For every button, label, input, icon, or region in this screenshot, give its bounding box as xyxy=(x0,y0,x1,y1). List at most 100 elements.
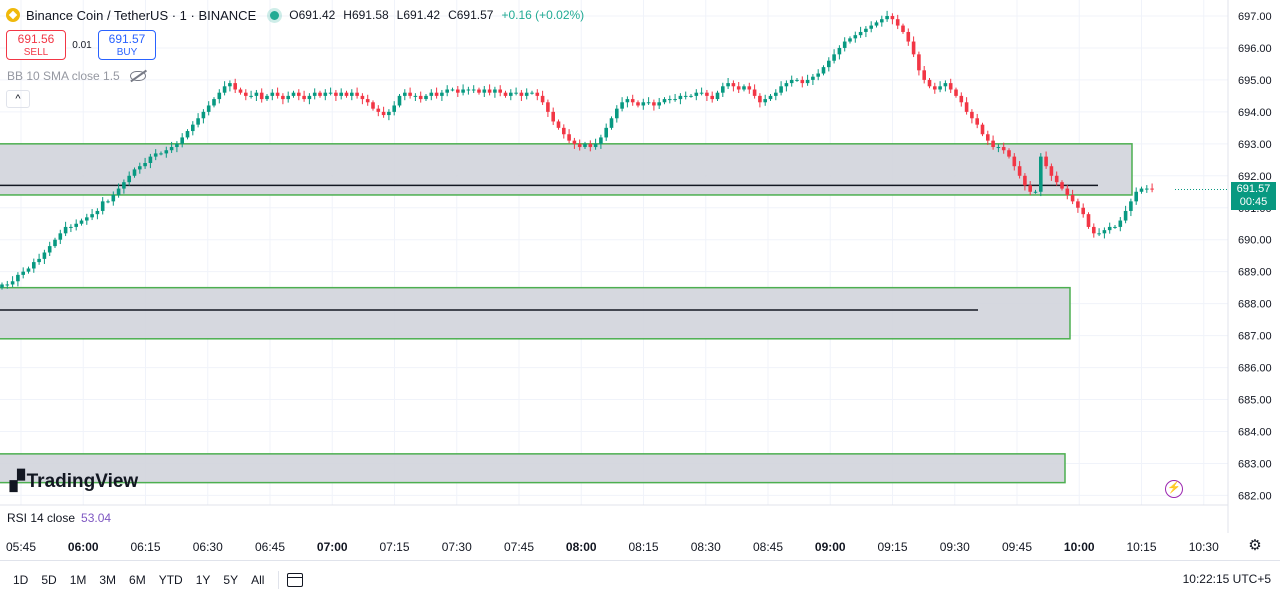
range-5y-button[interactable]: 5Y xyxy=(223,572,239,587)
candle xyxy=(726,77,730,90)
candle xyxy=(42,249,47,265)
range-all-button[interactable]: All xyxy=(251,572,265,587)
candle xyxy=(906,28,911,46)
candle-body xyxy=(355,92,359,96)
candle-body xyxy=(593,143,598,148)
range-1y-button[interactable]: 1Y xyxy=(195,572,211,587)
candle-body xyxy=(350,92,354,96)
candle xyxy=(477,87,481,95)
range-ytd-button[interactable]: YTD xyxy=(158,572,183,587)
candle-body xyxy=(970,111,974,119)
range-1m-button[interactable]: 1M xyxy=(69,572,87,587)
range-1d-button[interactable]: 1D xyxy=(13,572,29,587)
range-6m-button[interactable]: 6M xyxy=(129,572,146,587)
price-chart[interactable]: 697.00696.00695.00694.00693.00692.00691.… xyxy=(0,0,1280,560)
candle-body xyxy=(26,268,31,272)
candle xyxy=(297,89,301,101)
candle xyxy=(880,15,884,27)
lightning-icon[interactable]: ⚡ xyxy=(1165,480,1183,498)
candle xyxy=(636,100,640,108)
candle xyxy=(816,69,820,81)
candle-body xyxy=(222,86,227,93)
candle-body xyxy=(906,31,911,42)
candle-body xyxy=(132,169,137,176)
candle-body xyxy=(763,99,767,103)
candle-body xyxy=(747,86,752,90)
candle xyxy=(742,84,746,92)
candle-body xyxy=(524,92,529,96)
eye-hidden-icon[interactable] xyxy=(129,71,146,81)
candle xyxy=(1145,185,1149,193)
candle-body xyxy=(615,108,619,119)
candle xyxy=(795,77,799,82)
price-tick-label: 682.00 xyxy=(1238,490,1272,502)
time-tick-label: 09:45 xyxy=(1001,540,1033,554)
buy-button[interactable]: 691.57 BUY xyxy=(98,30,156,60)
candle-body xyxy=(180,137,184,144)
time-tick-label: 06:30 xyxy=(192,540,223,554)
candle xyxy=(418,91,423,103)
candle xyxy=(355,87,359,99)
candle xyxy=(445,85,449,97)
candle-body xyxy=(196,118,200,125)
candle xyxy=(1139,186,1144,194)
candle-body xyxy=(562,127,566,135)
range-5d-button[interactable]: 5D xyxy=(41,572,57,587)
symbol-title[interactable]: Binance Coin / TetherUS · 1 · BINANCE xyxy=(26,7,257,23)
candle xyxy=(503,90,508,98)
candle xyxy=(657,97,661,109)
candle xyxy=(948,78,953,94)
candle xyxy=(196,113,200,128)
candle xyxy=(938,81,942,93)
candle xyxy=(747,82,752,94)
utc-clock[interactable]: 10:22:15 UTC+5 xyxy=(1182,572,1271,586)
collapse-legend-button[interactable]: ^ xyxy=(6,90,30,108)
candle xyxy=(111,191,116,206)
candle-body xyxy=(148,156,153,164)
tradingview-logo[interactable]: ▞ TradingView xyxy=(10,470,138,493)
candle xyxy=(524,88,529,100)
bnb-coin-icon xyxy=(6,8,20,22)
candle-body xyxy=(471,89,476,91)
candle xyxy=(238,87,243,95)
chart-settings-gear-icon[interactable]: ⚙ xyxy=(1248,537,1262,554)
candle xyxy=(79,218,84,226)
candle-body xyxy=(837,47,842,55)
candle-body xyxy=(1129,201,1133,211)
candle xyxy=(752,84,757,99)
price-tick-label: 695.00 xyxy=(1238,75,1272,87)
price-tick-label: 696.00 xyxy=(1238,43,1272,55)
candle xyxy=(689,93,693,98)
candle xyxy=(933,82,937,94)
candle-body xyxy=(1033,191,1038,193)
candle xyxy=(911,36,916,58)
candle xyxy=(10,276,15,288)
bb-indicator-legend[interactable]: BB 10 SMA close 1.5 xyxy=(7,69,146,83)
candle xyxy=(493,86,497,98)
candle xyxy=(774,89,778,101)
candle xyxy=(53,237,57,249)
candle-body xyxy=(21,271,25,275)
candle-body xyxy=(376,108,381,112)
candle xyxy=(312,88,317,100)
candle-body xyxy=(811,76,815,80)
time-tick-label: 05:45 xyxy=(5,540,37,554)
candle-body xyxy=(201,111,206,119)
price-tick-label: 687.00 xyxy=(1238,331,1272,343)
go-to-date-calendar-icon[interactable] xyxy=(287,572,304,587)
time-axis[interactable]: 05:45 06:00 06:15 06:30 06:45 07:00 07:15 07:30… xyxy=(0,533,1230,559)
candle xyxy=(736,81,741,94)
rsi-legend[interactable]: RSI 14 close 53.04 xyxy=(7,511,111,525)
sell-button[interactable]: 691.56 SELL xyxy=(6,30,66,60)
time-tick-label: 10:15 xyxy=(1126,540,1157,554)
candle xyxy=(509,89,513,101)
candle-body xyxy=(1028,185,1032,192)
candle-body xyxy=(1049,166,1054,176)
candle-body xyxy=(858,31,863,36)
range-3m-button[interactable]: 3M xyxy=(99,572,117,587)
candle-body xyxy=(122,182,126,189)
candle xyxy=(456,85,460,98)
candle xyxy=(466,86,471,95)
tradingview-logo-text: TradingView xyxy=(26,470,139,492)
candle-body xyxy=(334,92,338,96)
